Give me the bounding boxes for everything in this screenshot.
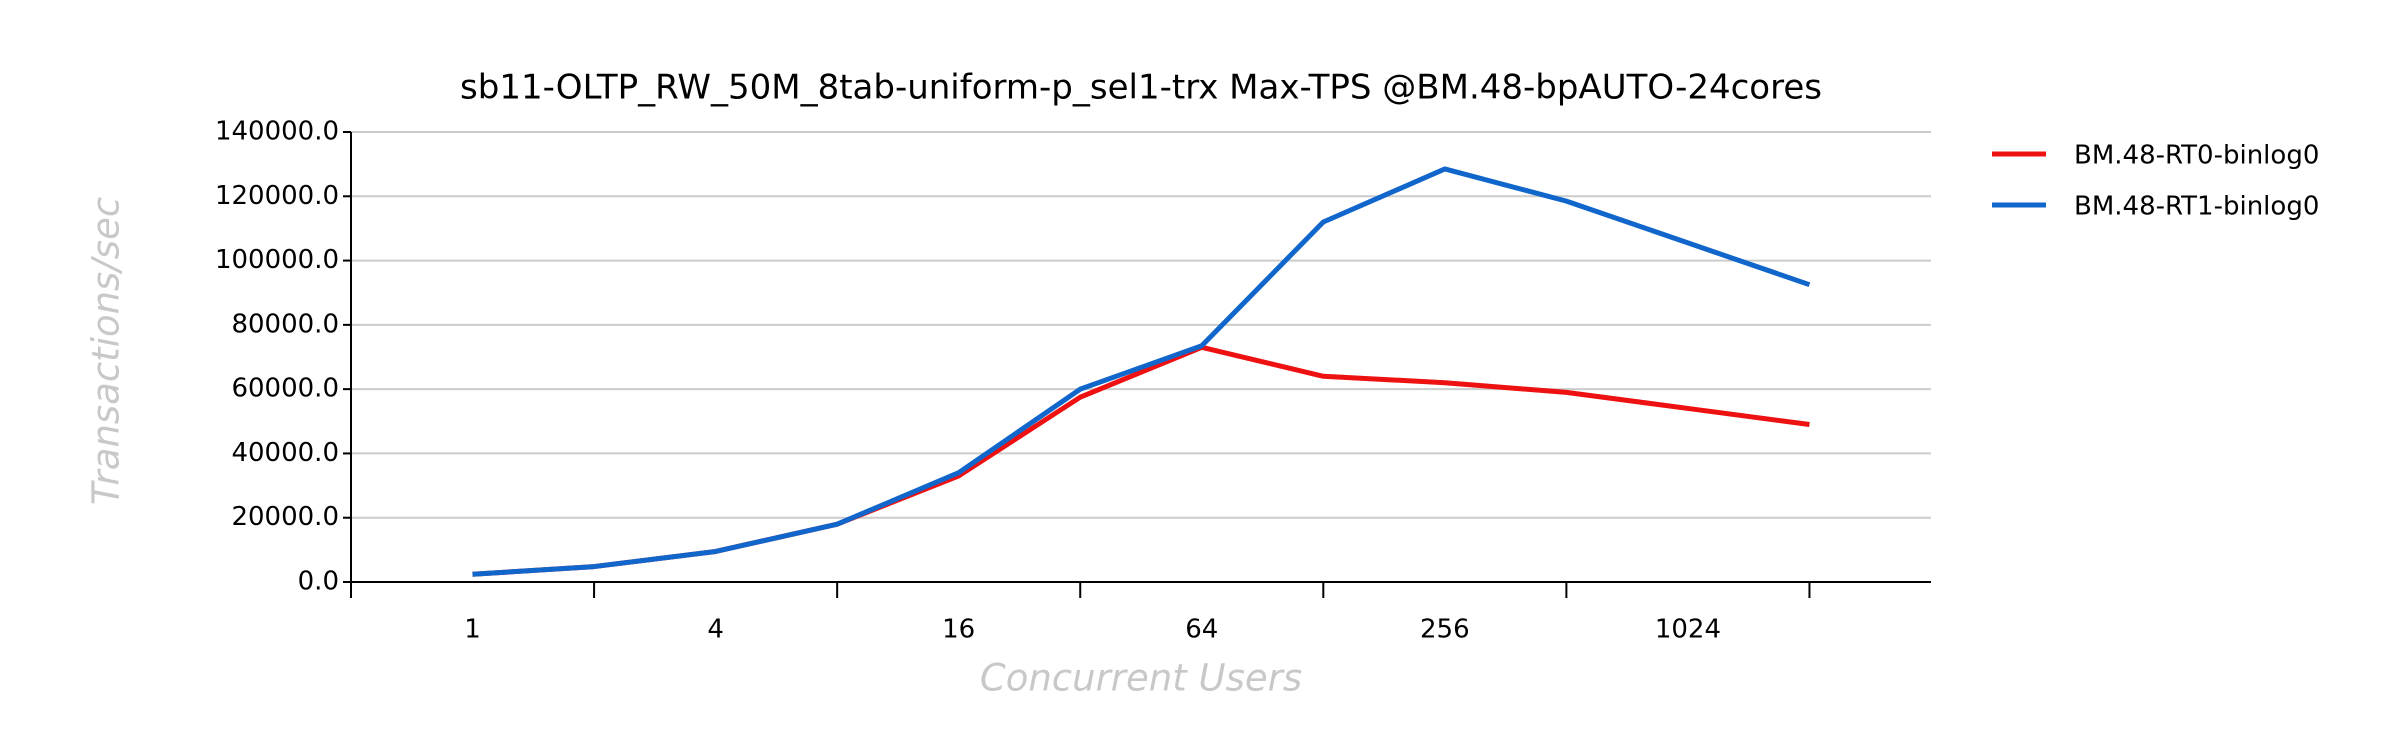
y-tick-label: 20000.0	[231, 502, 339, 532]
x-axis-label: Concurrent Users	[980, 657, 1302, 700]
x-tick-label: 1	[464, 615, 481, 645]
y-tick-label: 80000.0	[231, 309, 339, 339]
x-tick-label: 4	[707, 615, 724, 645]
y-tick-label: 40000.0	[231, 438, 339, 468]
y-tick-label: 100000.0	[215, 245, 339, 275]
x-tick-label: 64	[1185, 615, 1218, 645]
x-tick-label: 256	[1420, 615, 1470, 645]
y-tick-label: 0.0	[298, 567, 339, 597]
legend-label: BM.48-RT1-binlog0	[2074, 192, 2319, 222]
x-tick-label: 16	[942, 615, 975, 645]
legend-label: BM.48-RT0-binlog0	[2074, 141, 2319, 171]
y-axis-label: Transactions/sec	[85, 197, 128, 505]
y-tick-label: 60000.0	[231, 374, 339, 404]
x-tick-label: 1024	[1655, 615, 1721, 645]
line	[472, 166, 1811, 577]
line	[472, 344, 1810, 577]
chart-title: sb11-OLTP_RW_50M_8tab-uniform-p_sel1-trx…	[460, 68, 1822, 108]
y-tick-label: 120000.0	[215, 181, 339, 211]
y-tick-label: 140000.0	[215, 117, 339, 147]
